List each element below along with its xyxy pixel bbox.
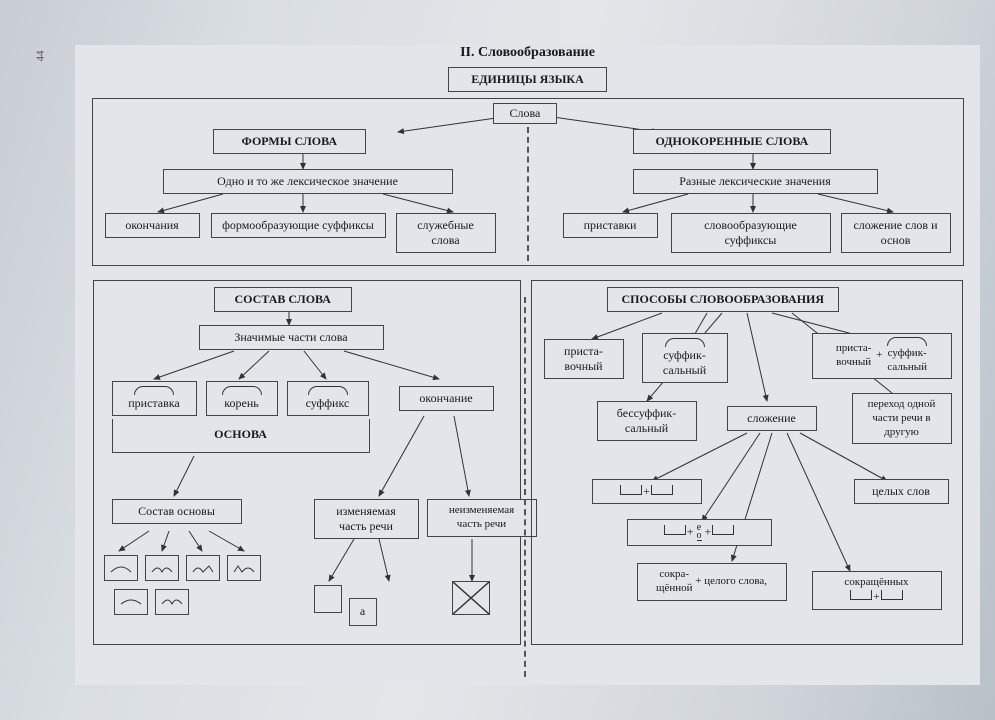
m-r2-2: переход одной части речи в другую: [852, 393, 952, 444]
page: II. Словообразование ЕДИНИЦЫ ЯЗЫКА Слова…: [75, 45, 980, 685]
crossed-box: [452, 581, 490, 615]
changeable: изменяемая часть речи: [314, 499, 419, 539]
empty-sq: [314, 585, 342, 613]
forms-title: ФОРМЫ СЛОВА: [213, 129, 367, 154]
top-divider: [527, 127, 529, 261]
m-r1-3: суффик- сальный: [887, 337, 927, 375]
leaf-whole: целых слов: [854, 479, 949, 504]
m-r2-0: бессуффик- сальный: [597, 401, 697, 441]
cognates-item-2: сложение слов и основ: [841, 213, 951, 253]
pattern-1: [104, 555, 138, 581]
reduced: сокра- щённой: [656, 568, 693, 596]
m-r1-combo: приста- вочный + суффик- сальный: [812, 333, 952, 379]
pattern-6: [155, 589, 189, 615]
main-title: II. Словообразование: [75, 45, 980, 61]
forms-item-0: окончания: [105, 213, 200, 238]
part-pristavka: приставка: [112, 381, 197, 416]
plus-3: +: [705, 524, 712, 538]
plus-4: +: [695, 575, 701, 587]
forms-item-2: служебные слова: [396, 213, 496, 253]
pattern-4: [227, 555, 261, 581]
methods-title: СПОСОБЫ СЛОВООБРАЗОВАНИЯ: [607, 287, 840, 312]
methods-panel: СПОСОБЫ СЛОВООБРАЗОВАНИЯ приста- вочный …: [531, 280, 963, 645]
pattern-row2: [112, 587, 191, 617]
part-koren: корень: [206, 381, 278, 416]
leaf-reduced: сокра- щённой + целого слова,: [637, 563, 787, 601]
forms-meaning: Одно и то же лексическое значение: [163, 169, 453, 194]
base-comp: Состав основы: [112, 499, 242, 524]
m-r1-1: суффик- сальный: [642, 333, 728, 383]
top-panel: Слова ФОРМЫ СЛОВА Одно и то же лексическ…: [92, 98, 964, 266]
cognates-meaning: Разные лексические значения: [633, 169, 878, 194]
unchangeable: неизменяемая часть речи: [427, 499, 537, 537]
composition-panel: СОСТАВ СЛОВА Значимые части слова приста…: [93, 280, 521, 645]
pattern-5: [114, 589, 148, 615]
bottom-divider: [524, 297, 526, 677]
plus-2: +: [687, 524, 694, 538]
leaf-eo: + e o +: [627, 519, 772, 546]
cognates-item-1: словообразующие суффиксы: [671, 213, 831, 253]
plus-1: +: [643, 484, 650, 498]
pattern-2: [145, 555, 179, 581]
plus-5: +: [873, 591, 879, 603]
m-r1-2: приста- вочный: [836, 342, 872, 370]
leaf-reduced2: сокращённых +: [812, 571, 942, 610]
units-title-box: ЕДИНИЦЫ ЯЗЫКА: [448, 67, 607, 92]
reduced2: сокращённых: [823, 576, 931, 590]
pattern-3: [186, 555, 220, 581]
composition-title: СОСТАВ СЛОВА: [214, 287, 352, 312]
cognates-item-0: приставки: [563, 213, 658, 238]
leaf-plus1: +: [592, 479, 702, 504]
part-suffix: суффикс: [287, 381, 369, 416]
composition-subtitle: Значимые части слова: [199, 325, 384, 350]
cognates-title: ОДНОКОРЕННЫЕ СЛОВА: [633, 129, 832, 154]
base-label: ОСНОВА: [112, 419, 370, 453]
plus-icon: +: [876, 349, 882, 361]
whole-word: целого слова,: [704, 575, 767, 589]
pattern-row: [102, 553, 263, 583]
page-number: 44: [35, 51, 47, 62]
a-sq: а: [349, 598, 377, 626]
words-box: Слова: [493, 103, 558, 124]
forms-item-1: формообразующие суффиксы: [211, 213, 386, 238]
m-r2-1: сложение: [727, 406, 817, 431]
chg-boxes: а: [312, 583, 379, 628]
m-r1-0: приста- вочный: [544, 339, 624, 379]
part-ending: окончание: [399, 386, 494, 411]
e-o: e o: [697, 524, 702, 541]
